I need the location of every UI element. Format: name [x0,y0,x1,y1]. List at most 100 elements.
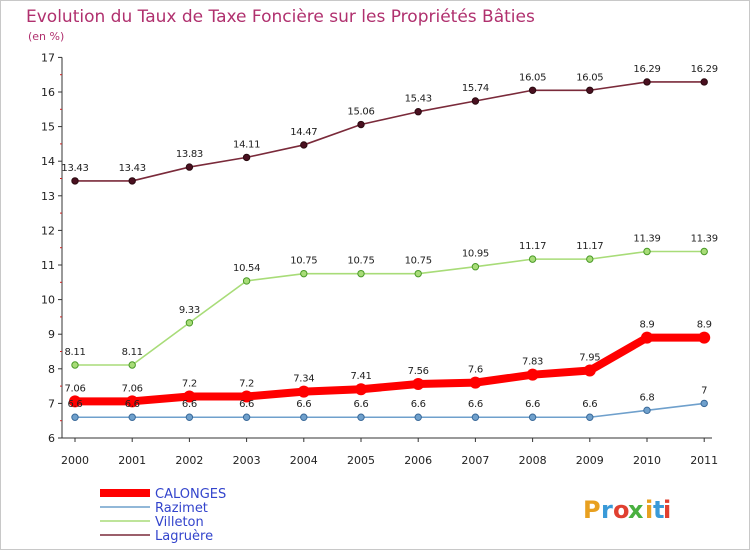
data-label: 10.54 [233,263,260,274]
data-point [469,376,482,389]
data-point [414,108,422,116]
data-point [528,255,537,263]
series-line-1 [75,402,705,419]
data-point [357,269,365,278]
data-point [412,378,425,391]
data-label: 15.06 [347,107,374,118]
x-tick-label: 2010 [633,454,661,467]
x-tick-label: 2005 [347,454,375,467]
x-tick-label: 2000 [61,454,89,467]
axes: 6 7 8 9 10 11 12 13 14 15 16 17 2000 2001 2002 2003 2004… [41,51,718,467]
data-point [128,413,136,421]
legend-label: Razimet [155,501,208,516]
data-point [128,177,136,185]
series-line-0 [75,333,705,406]
data-point [300,269,308,278]
y-tick-label: 16 [41,86,55,99]
logo-letter: o [613,496,630,524]
data-label: 11.17 [576,241,603,252]
data-point [300,141,308,149]
data-point [183,390,196,403]
data-label: 15.43 [405,94,432,105]
logo-letter: i [663,496,671,524]
data-label: 10.75 [347,256,374,267]
data-label: 7.06 [64,383,85,394]
x-tick-label: 2004 [290,454,318,467]
y-tick-label: 6 [48,432,55,445]
x-tick-label: 2001 [118,454,146,467]
data-point [583,364,596,377]
data-point [185,163,194,171]
data-label: 10.95 [462,249,489,260]
data-point [528,413,537,421]
data-label: 7.95 [579,353,600,364]
data-point [357,413,365,421]
data-label: 13.83 [176,149,203,160]
x-tick-label: 2007 [461,454,489,467]
y-tick-label: 12 [41,224,55,237]
logo-letter: P [583,496,601,524]
data-label: 6.6 [353,399,368,410]
data-labels: 7.06 7.06 7.2 7.2 7.34 7.41 7.56 7.6 7.83 7.95 8.9… [61,64,718,410]
data-label: 11.39 [691,234,718,245]
data-point [242,277,251,285]
data-label: 16.05 [519,72,546,83]
data-point [526,368,539,381]
chart-title: Evolution du Taux de Taxe Foncière sur l… [26,7,535,27]
data-point [700,399,708,408]
data-point [240,390,253,403]
logo-letter: r [601,496,613,524]
data-label: 7.56 [408,366,429,377]
data-label: 6.6 [67,399,82,410]
unit-label: (en %) [28,30,64,43]
legend-label: Villeton [155,515,204,530]
data-label: 7.41 [350,371,371,382]
data-label: 13.43 [61,163,88,174]
data-label: 8.11 [122,347,143,358]
data-point [357,120,365,129]
x-tick-label: 2003 [233,454,261,467]
y-tick-label: 11 [41,259,55,272]
y-tick-label: 10 [41,294,55,307]
data-point [471,97,480,105]
data-point [586,255,594,263]
data-point [414,269,422,278]
data-point [414,413,422,421]
logo-letter: x [628,496,644,524]
data-point [586,413,594,421]
data-label: 6.6 [468,399,483,410]
data-point [185,319,194,327]
data-label: 16.05 [576,72,603,83]
data-point [128,361,136,369]
data-point [586,86,594,94]
logo-letter: i [645,496,653,524]
data-point [71,361,79,369]
data-label: 7.6 [468,365,483,376]
data-point [71,413,79,421]
data-point [471,263,480,271]
y-tick-label: 14 [41,155,55,168]
data-label: 6.6 [582,399,597,410]
data-point [126,395,139,408]
data-label: 6.6 [411,399,426,410]
series-line-3 [75,81,705,182]
data-label: 7.06 [122,383,143,394]
logo-letter: t [653,496,664,524]
data-label: 6.8 [639,392,654,403]
data-label: 6.6 [239,399,254,410]
data-label: 7.34 [293,374,314,385]
data-point [297,385,310,398]
data-point [698,331,711,344]
data-label: 16.29 [691,64,718,75]
data-label: 8.11 [64,347,85,358]
data-point [700,247,708,256]
y-tick-label: 8 [48,363,55,376]
data-label: 11.17 [519,241,546,252]
data-label: 9.33 [179,305,200,316]
x-tick-label: 2009 [576,454,604,467]
data-label: 15.74 [462,83,489,94]
series-line-2 [75,250,705,366]
